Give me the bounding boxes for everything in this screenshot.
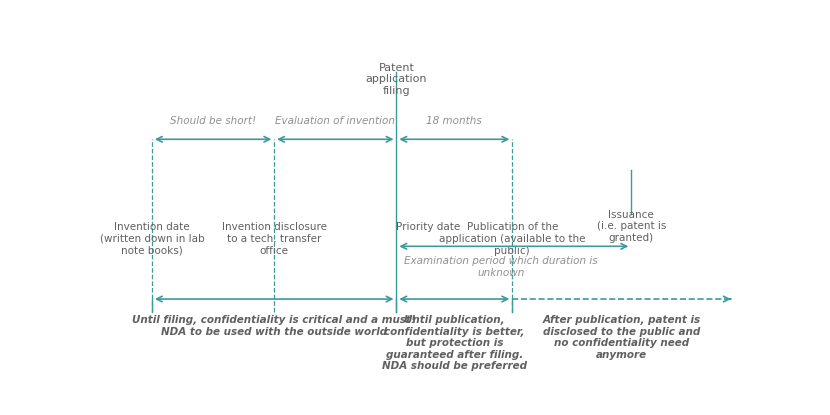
Text: Should be short!: Should be short! [170,117,256,127]
Text: Patent
application
filing: Patent application filing [366,63,427,96]
Text: 18 months: 18 months [427,117,482,127]
Text: After publication, patent is
disclosed to the public and
no confidentiality need: After publication, patent is disclosed t… [543,315,701,360]
Text: Invention disclosure
to a tech. transfer
office: Invention disclosure to a tech. transfer… [222,222,327,256]
Text: Invention date
(written down in lab
note books): Invention date (written down in lab note… [100,222,204,256]
Text: Examination period which duration is
unknown: Examination period which duration is unk… [404,256,598,278]
Text: Evaluation of invention: Evaluation of invention [276,117,395,127]
Text: Priority date: Priority date [397,222,461,232]
Text: Issuance
(i.e. patent is
granted): Issuance (i.e. patent is granted) [597,210,666,243]
Text: Until filing, confidentiality is critical and a must!
NDA to be used with the ou: Until filing, confidentiality is critica… [132,315,416,337]
Text: Until publication,
confidentiality is better,
but protection is
guaranteed after: Until publication, confidentiality is be… [382,315,527,371]
Text: Publication of the
application (available to the
public): Publication of the application (availabl… [439,222,585,256]
